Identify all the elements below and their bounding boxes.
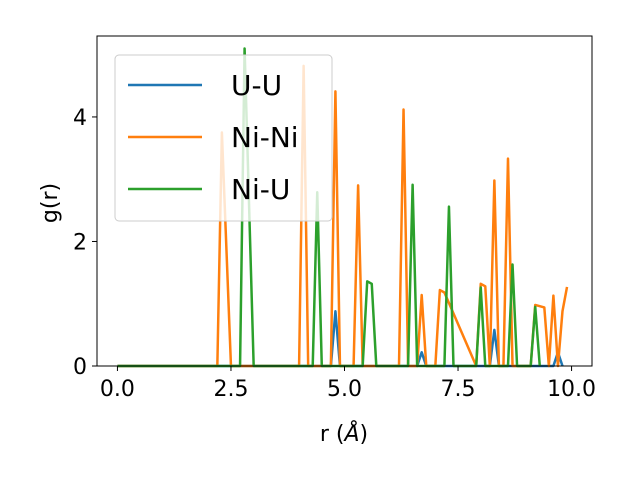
y-tick-label: 0 bbox=[73, 355, 87, 380]
x-tick-label: 2.5 bbox=[213, 377, 248, 402]
x-axis-label-close: ) bbox=[360, 422, 369, 447]
x-axis-label-main: r ( bbox=[320, 422, 345, 447]
y-axis-label: g(r) bbox=[38, 183, 63, 223]
y-axis: 0 2 4 bbox=[73, 106, 97, 380]
legend-label-ni-ni: Ni-Ni bbox=[231, 121, 299, 154]
x-axis-label-unit: Å bbox=[342, 420, 359, 447]
x-axis: 0.0 2.5 5.0 7.5 10.0 bbox=[100, 366, 596, 402]
legend-box bbox=[114, 54, 333, 222]
y-tick-label: 4 bbox=[73, 106, 87, 131]
x-tick-label: 7.5 bbox=[441, 377, 476, 402]
series-line-ni-u bbox=[117, 47, 542, 368]
y-tick-label: 2 bbox=[73, 230, 87, 255]
x-axis-label: r (Å) bbox=[320, 420, 368, 447]
legend: U-U Ni-Ni Ni-U bbox=[114, 54, 333, 222]
legend-label-ni-u: Ni-U bbox=[231, 173, 290, 206]
x-tick-label: 5.0 bbox=[327, 377, 362, 402]
x-tick-label: 10.0 bbox=[547, 377, 596, 402]
x-tick-label: 0.0 bbox=[100, 377, 135, 402]
legend-label-u-u: U-U bbox=[231, 69, 282, 102]
